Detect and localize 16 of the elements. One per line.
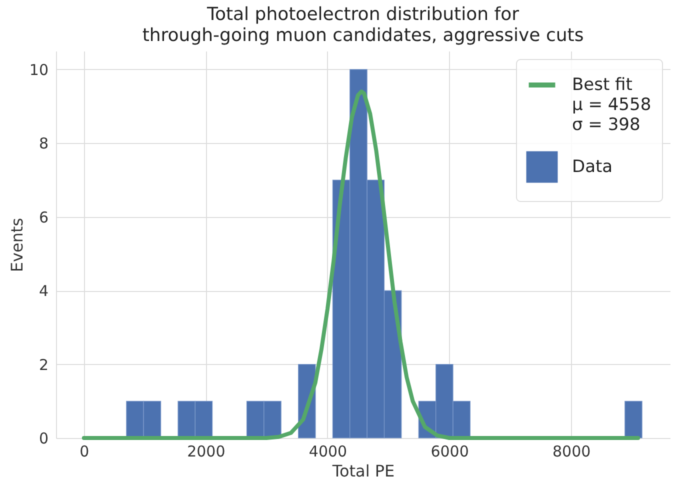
y-tick-label: 8 (38, 134, 48, 153)
x-tick-label: 6000 (430, 442, 469, 460)
y-tick-label: 4 (38, 282, 48, 300)
y-tick-label: 0 (38, 430, 48, 448)
chart-title: Total photoelectron distribution for through-going muon candidates, aggressive cuts (142, 4, 584, 46)
legend-label: Best fit μ = 4558 σ = 398 (572, 75, 652, 135)
x-axis-title: Total PE (331, 462, 395, 480)
x-tick-label: 0 (80, 442, 90, 460)
x-tick-label: 2000 (187, 442, 226, 460)
x-tick-label: 4000 (308, 442, 348, 460)
legend-label: Data (572, 157, 613, 177)
y-tick-label: 10 (29, 60, 48, 79)
x-tick-label: 8000 (552, 442, 591, 460)
y-tick-label: 2 (38, 356, 48, 374)
y-tick-label: 6 (38, 208, 48, 226)
y-axis-title: Events (7, 218, 26, 272)
